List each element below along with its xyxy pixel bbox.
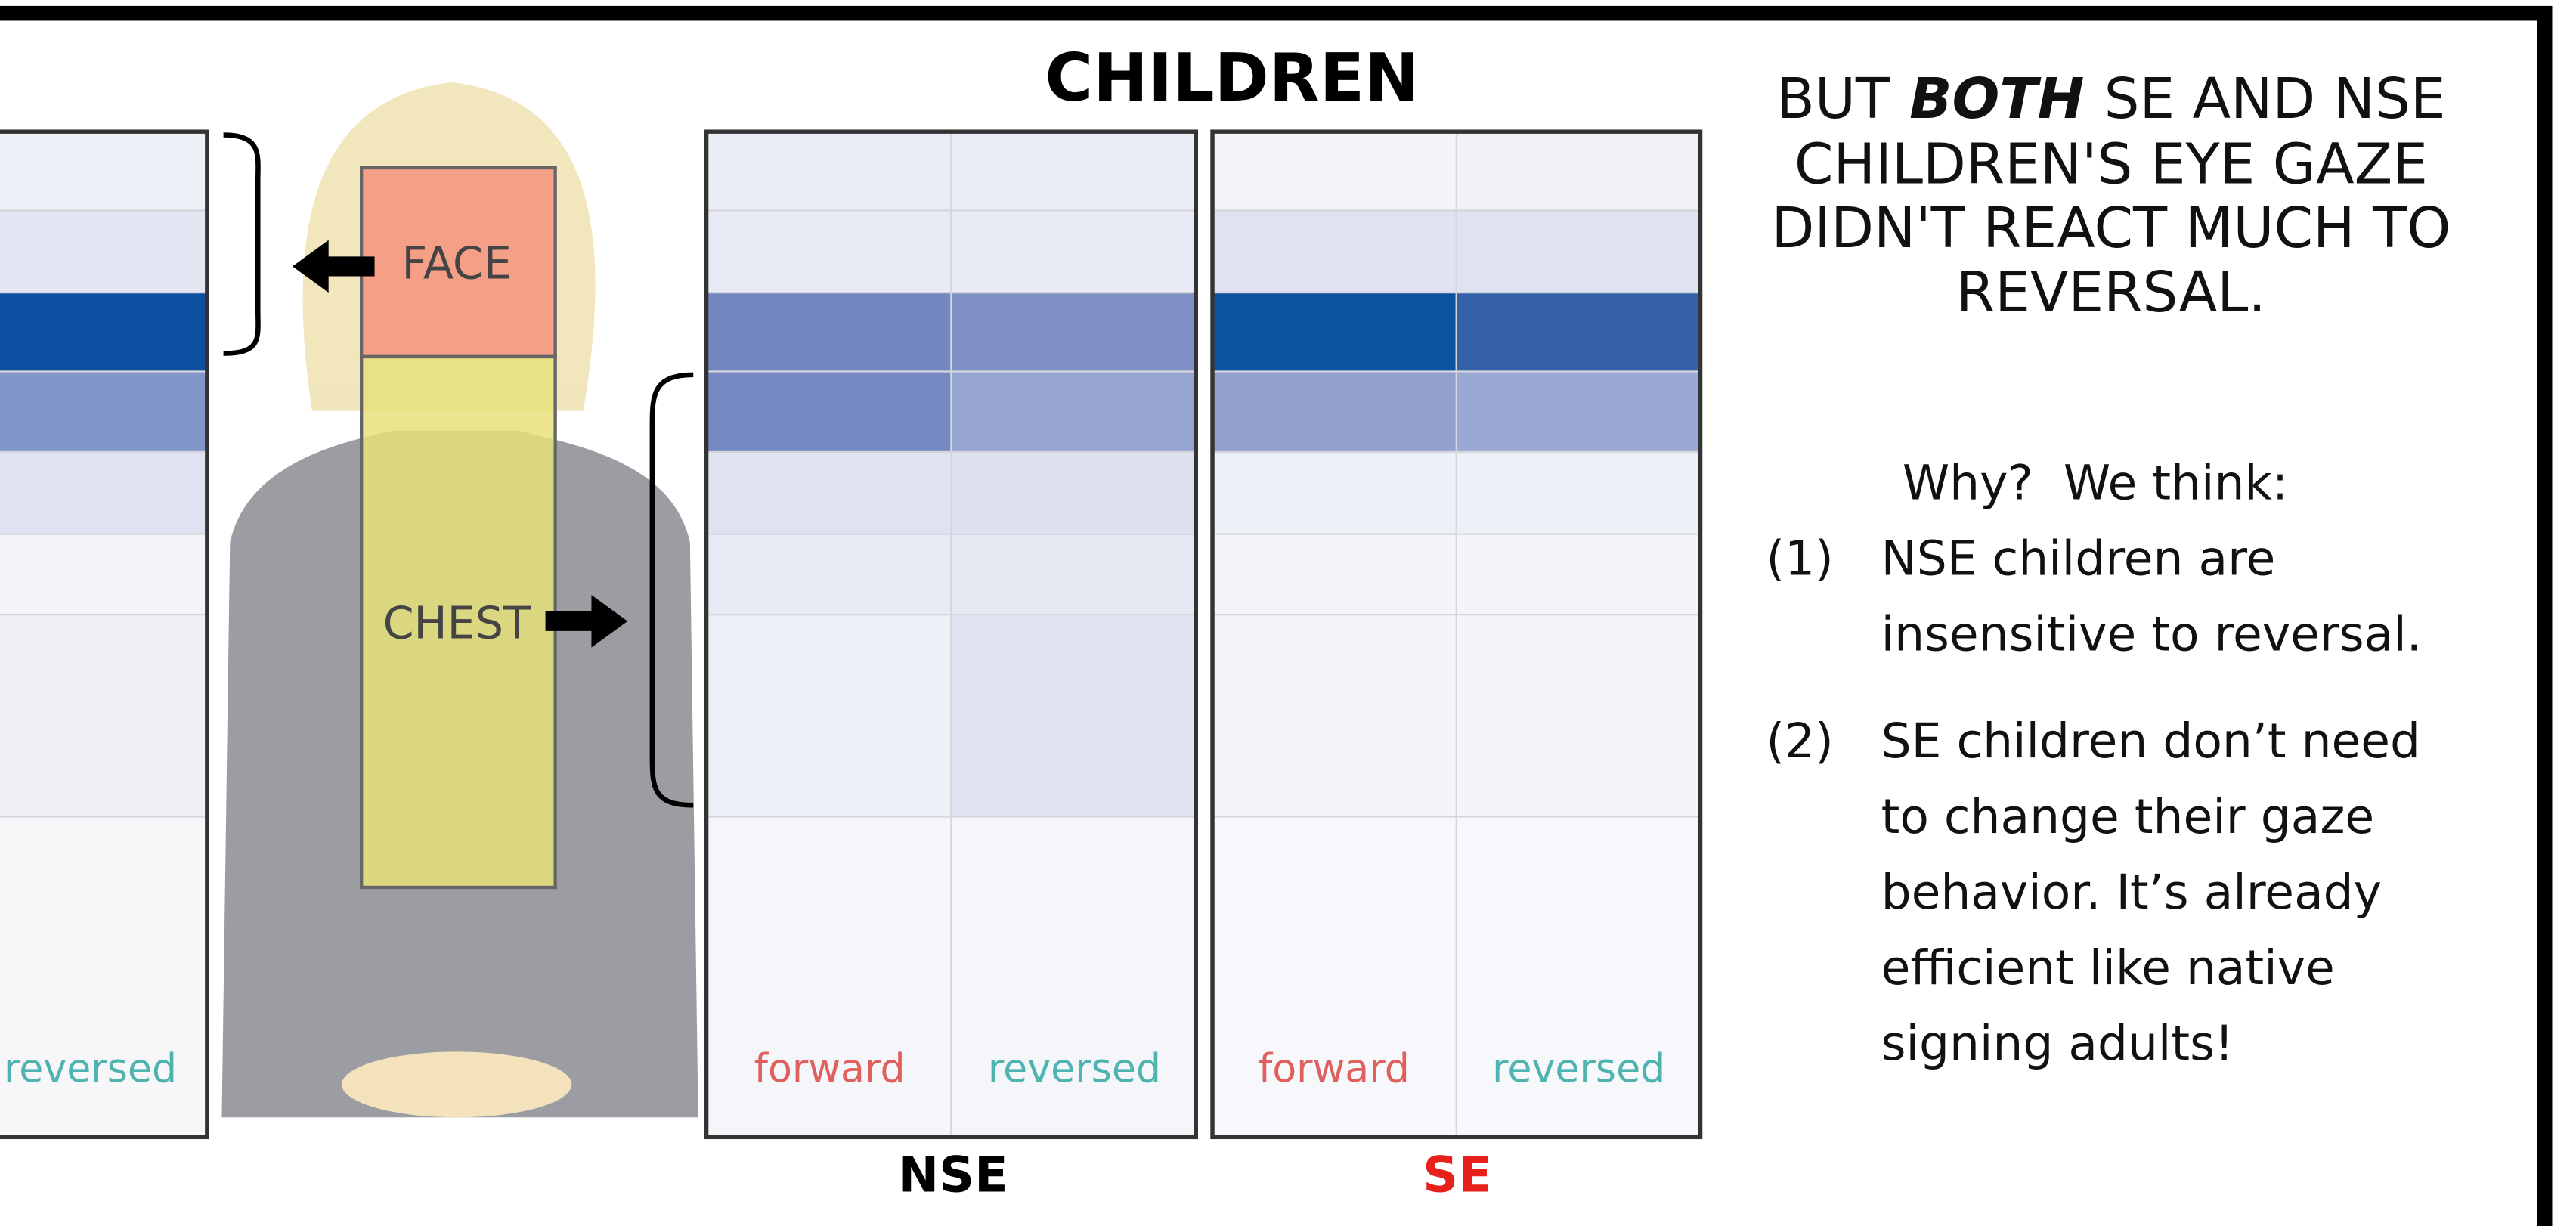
heatmap-cell (705, 614, 952, 818)
hands (342, 1051, 572, 1118)
heatmap-cell (1211, 292, 1457, 373)
text: SE AND NSE (2104, 67, 2446, 132)
heatmap-cell (950, 209, 1197, 294)
heatmap-cell (1455, 816, 1701, 1138)
heatmap-cell (1211, 370, 1457, 454)
panel-label: NSE (898, 1147, 1008, 1204)
note-heading: DIDN'T REACT MUCH TO (1771, 196, 2451, 261)
panel-label: SE (1423, 1147, 1491, 1204)
face-label: FACE (401, 238, 512, 289)
item-number: (1) (1766, 531, 1833, 587)
emphasis: BOTH (1909, 67, 2084, 132)
heatmap-cell (705, 292, 952, 373)
heatmap-cell (1211, 450, 1457, 535)
heatmap-cell (950, 131, 1197, 212)
chest-region (359, 354, 557, 890)
face-region (359, 166, 557, 359)
heatmap-cell (0, 450, 208, 535)
column-label: reversed (988, 1046, 1161, 1091)
heatmap-cell (0, 292, 208, 373)
heatmap-cell (1455, 292, 1701, 373)
item-line: insensitive to reversal. (1881, 606, 2422, 662)
chest-bracket (649, 372, 694, 808)
heatmap-cell (1455, 209, 1701, 294)
item-line: behavior. It’s already (1881, 864, 2382, 920)
heatmap-cell (705, 450, 952, 535)
column-label: forward (1259, 1046, 1410, 1091)
heatmap-border (1210, 129, 1703, 1140)
face-arrow (292, 240, 375, 293)
heatmap-cell (1455, 614, 1701, 818)
chest-label: CHEST (383, 597, 531, 649)
heatmaps (0, 129, 1703, 1140)
column-label: reversed (4, 1046, 177, 1091)
face-bracket (223, 132, 261, 356)
text: BUT (1776, 67, 1890, 132)
heatmap-border (704, 129, 1199, 1140)
item-line: SE children don’t need (1881, 713, 2420, 769)
heatmap-cell (1211, 209, 1457, 294)
heatmap-cell (0, 533, 208, 616)
note-intro: Why? We think: (1903, 455, 2288, 511)
heatmap-cell (950, 450, 1197, 535)
heatmap-cell (1211, 614, 1457, 818)
heatmap-cell (1211, 533, 1457, 616)
heatmap-cell (705, 370, 952, 454)
heatmap-cell (0, 816, 208, 1138)
item-line: NSE children are (1881, 531, 2276, 587)
heatmap-cell (705, 131, 952, 212)
heatmap-cell (1455, 533, 1701, 616)
item-number: (2) (1766, 713, 1833, 769)
heatmap-cell (1455, 370, 1701, 454)
chest-arrow (545, 595, 628, 648)
heatmap-cell (705, 209, 952, 294)
heatmap-cell (1211, 131, 1457, 212)
title: CHILDREN (1045, 39, 1419, 116)
heatmap-cell (1455, 131, 1701, 212)
heatmap-cell (0, 209, 208, 294)
heatmap-cell (1455, 450, 1701, 535)
heatmap-cell (0, 614, 208, 818)
heatmap-cell (950, 816, 1197, 1138)
heatmap-border (0, 129, 209, 1140)
item-line: efficient like native (1881, 940, 2335, 995)
heatmap-cell (950, 614, 1197, 818)
note-heading: CHILDREN'S EYE GAZE (1794, 132, 2428, 197)
column-label: forward (754, 1046, 906, 1091)
item-line: to change their gaze (1881, 788, 2375, 844)
column-label: reversed (1492, 1046, 1665, 1091)
note-items: (1) NSE children are insensitive to revers… (1766, 531, 2421, 1071)
heatmap-cell (0, 370, 208, 454)
heatmap-cell (950, 292, 1197, 373)
heatmap-cell (0, 131, 208, 212)
note-heading: REVERSAL. (1956, 260, 2266, 325)
heatmap-cell (950, 370, 1197, 454)
note-heading: BUT BOTH SE AND NSE (1776, 67, 2445, 132)
heatmap-cell (705, 533, 952, 616)
item-line: signing adults! (1881, 1015, 2234, 1071)
heatmap-cell (950, 533, 1197, 616)
